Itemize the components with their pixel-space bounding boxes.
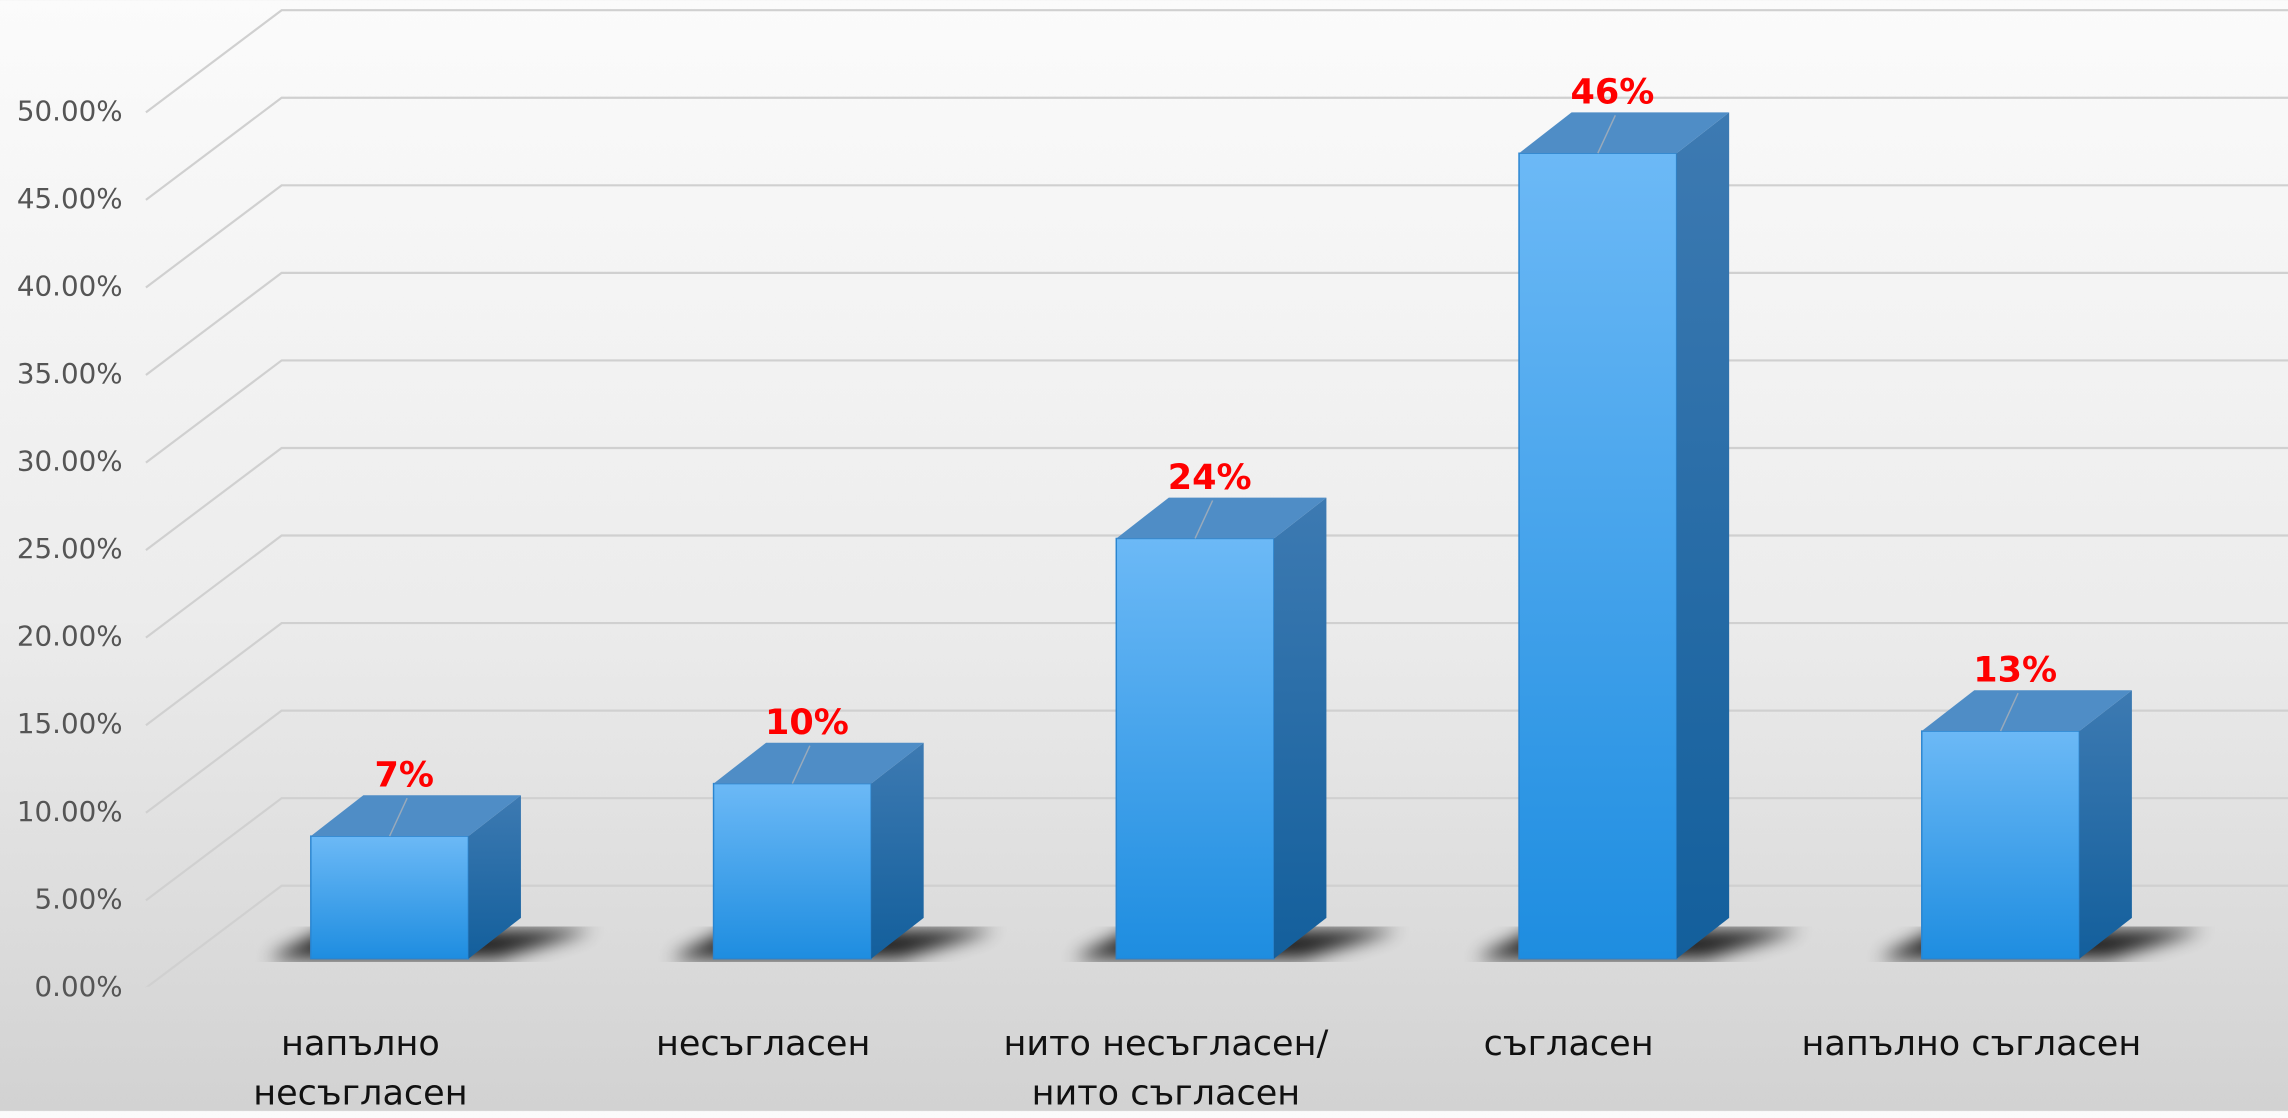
bar-top: [1921, 690, 2132, 732]
value-label: 46%: [1571, 72, 1655, 113]
y-tick-label: 50.00%: [17, 94, 123, 127]
bar-top: [310, 795, 521, 837]
bar-side: [871, 742, 924, 959]
bar-side: [2079, 690, 2132, 959]
label-leader: [388, 797, 408, 837]
y-tick-label: 20.00%: [17, 620, 123, 653]
y-tick-label: 10.00%: [17, 795, 123, 828]
y-tick-label: 40.00%: [17, 269, 123, 302]
x-tick-label: съгласен: [1483, 1022, 1654, 1064]
grid-line: [145, 96, 2288, 201]
bar-side: [1273, 497, 1327, 959]
bar: [712, 782, 872, 960]
bar-top: [1519, 112, 1730, 154]
value-label: 7%: [374, 755, 433, 796]
bar: [1115, 537, 1275, 960]
label-leader: [1999, 692, 2019, 732]
bar-side: [1676, 112, 1730, 959]
bar-top: [713, 742, 924, 784]
bar: [310, 835, 470, 960]
x-tick-label: напълно съгласен: [1801, 1022, 2142, 1064]
x-tick-label: несъгласен: [655, 1022, 871, 1064]
y-tick-label: 15.00%: [17, 707, 123, 740]
bar: [1518, 152, 1678, 960]
value-label: 24%: [1168, 457, 1252, 498]
y-tick-label: 45.00%: [17, 182, 123, 215]
bar: [1921, 730, 2081, 960]
value-label: 13%: [1973, 649, 2057, 690]
label-leader: [1194, 500, 1214, 539]
bar-top: [1116, 497, 1327, 539]
x-tick-label: нито несъгласен/ нито съгласен: [1003, 1022, 1329, 1114]
bar-side: [468, 795, 521, 959]
y-tick-label: 35.00%: [17, 357, 123, 390]
value-label: 10%: [765, 702, 849, 743]
y-tick-label: 30.00%: [17, 445, 123, 478]
y-tick-label: 5.00%: [35, 882, 123, 915]
x-tick-label: напълно несъгласен: [253, 1022, 468, 1114]
label-leader: [791, 745, 811, 784]
grid-line: [145, 9, 2288, 114]
y-tick-label: 0.00%: [35, 970, 123, 1003]
y-tick-label: 25.00%: [17, 532, 123, 565]
label-leader: [1597, 114, 1616, 154]
